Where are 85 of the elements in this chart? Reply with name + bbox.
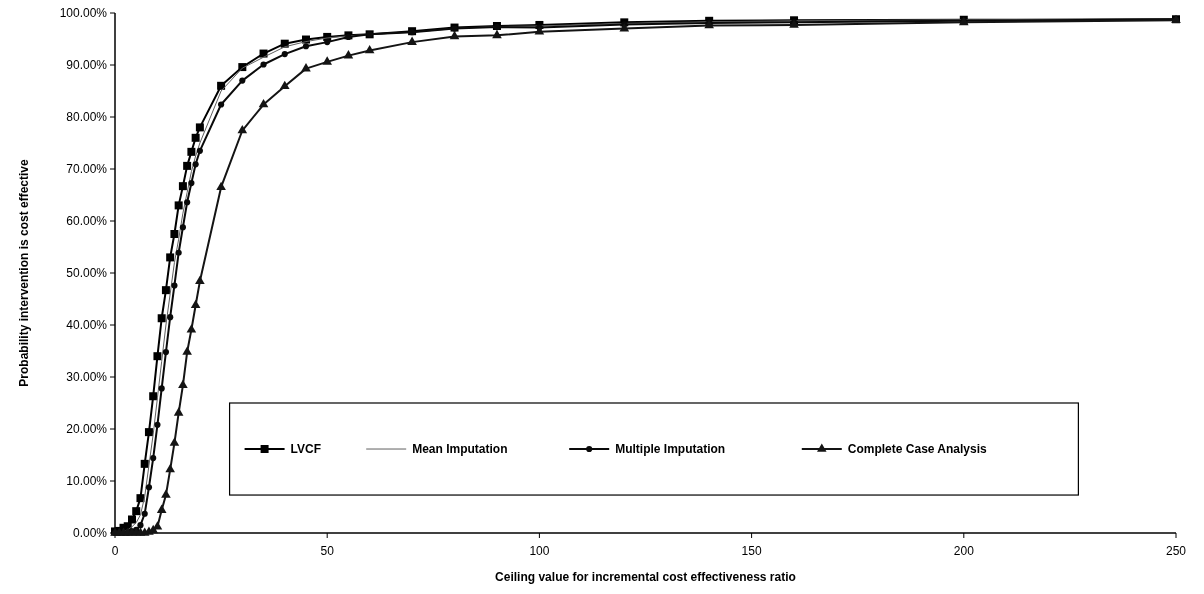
point xyxy=(301,63,311,72)
point xyxy=(136,494,145,503)
y-tick-label: 90.00% xyxy=(66,58,108,73)
point xyxy=(302,43,310,50)
point xyxy=(191,133,200,142)
y-tick-label: 60.00% xyxy=(66,214,108,229)
point xyxy=(156,504,167,513)
point xyxy=(175,249,182,256)
point xyxy=(158,385,165,392)
point xyxy=(364,44,375,54)
point xyxy=(449,30,460,40)
point xyxy=(144,428,153,437)
point xyxy=(196,147,203,154)
point xyxy=(174,201,183,210)
y-tick-label: 70.00% xyxy=(66,162,108,177)
point xyxy=(407,36,417,45)
point xyxy=(154,421,161,428)
point xyxy=(178,379,188,389)
point xyxy=(188,179,195,187)
point xyxy=(260,61,267,68)
point xyxy=(187,147,196,156)
point xyxy=(190,299,201,309)
point xyxy=(127,515,136,524)
y-tick-label: 30.00% xyxy=(66,370,108,385)
point xyxy=(492,29,502,39)
x-tick-label: 250 xyxy=(1165,544,1187,558)
point xyxy=(179,224,186,231)
point xyxy=(165,464,175,473)
point xyxy=(178,182,187,191)
point xyxy=(281,51,288,58)
legend-label: LVCF xyxy=(290,442,322,457)
point xyxy=(166,253,175,262)
point xyxy=(173,407,184,416)
y-tick-label: 10.00% xyxy=(66,474,108,489)
legend-label: Mean Imputation xyxy=(412,442,508,457)
point xyxy=(534,26,545,35)
point xyxy=(619,23,630,32)
point xyxy=(170,230,179,238)
y-tick-label: 40.00% xyxy=(66,318,108,333)
point xyxy=(132,507,141,516)
point xyxy=(192,161,199,168)
point xyxy=(137,522,144,529)
y-tick-label: 100.00% xyxy=(59,6,108,21)
point xyxy=(145,484,153,491)
point xyxy=(150,455,157,462)
point xyxy=(141,510,148,517)
point xyxy=(153,352,162,361)
point xyxy=(171,282,178,289)
point xyxy=(217,81,226,90)
point xyxy=(183,161,192,170)
x-tick-label: 200 xyxy=(953,544,975,558)
x-tick-label: 0 xyxy=(111,544,119,558)
point xyxy=(140,459,149,468)
point xyxy=(157,314,166,323)
y-axis-title: Probability intervention is cost effective xyxy=(17,158,31,387)
point xyxy=(184,199,191,206)
point xyxy=(161,286,170,295)
point xyxy=(239,77,246,84)
point xyxy=(161,489,171,498)
point xyxy=(324,39,331,46)
legend-label: Multiple Imputation xyxy=(615,442,726,457)
point xyxy=(258,98,269,108)
point xyxy=(162,348,170,356)
point xyxy=(216,181,226,190)
point xyxy=(279,80,290,90)
point xyxy=(186,324,197,333)
point xyxy=(169,437,180,446)
point xyxy=(343,50,354,59)
point xyxy=(322,56,333,65)
y-tick-label: 50.00% xyxy=(66,266,108,281)
point xyxy=(167,314,174,321)
y-tick-label: 80.00% xyxy=(66,110,108,125)
point xyxy=(182,346,192,355)
y-tick-label: 0.00% xyxy=(72,526,108,541)
point xyxy=(237,124,248,134)
point xyxy=(149,392,158,401)
x-tick-label: 150 xyxy=(741,544,762,558)
point xyxy=(218,101,225,108)
legend-label: Complete Case Analysis xyxy=(847,442,988,457)
x-tick-label: 50 xyxy=(320,544,335,558)
point xyxy=(195,123,204,132)
y-tick-label: 20.00% xyxy=(66,422,108,437)
x-tick-label: 100 xyxy=(529,544,550,558)
x-axis-title: Ceiling value for incremental cost effectiveness ratio xyxy=(495,570,796,584)
point xyxy=(195,275,205,285)
